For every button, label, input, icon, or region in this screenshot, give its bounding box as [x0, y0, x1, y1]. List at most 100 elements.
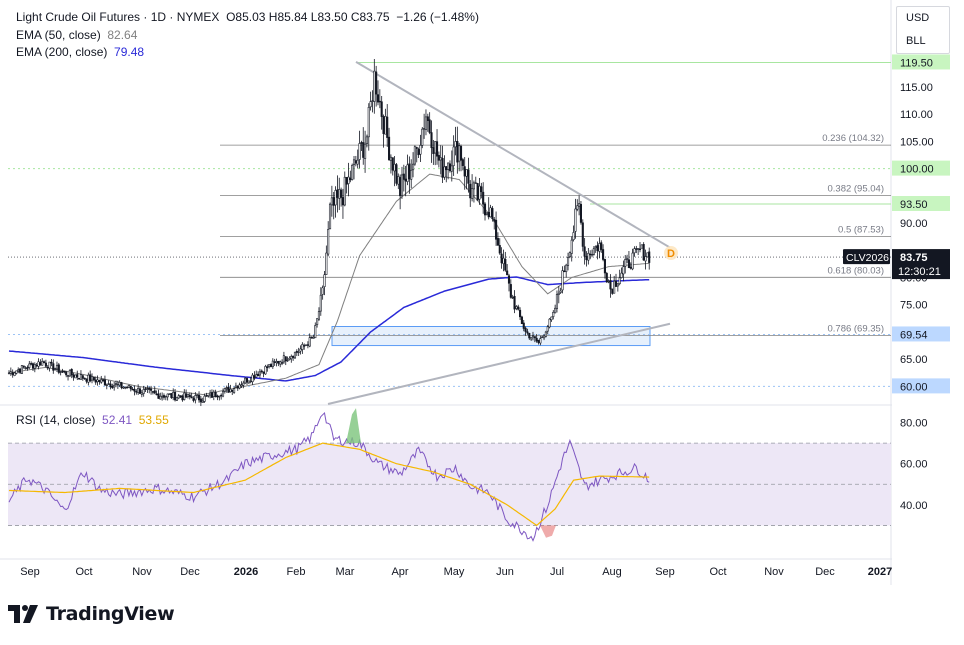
candle-up	[288, 357, 291, 360]
candle-down	[524, 327, 527, 332]
candle-down	[197, 394, 201, 401]
candle-down	[602, 249, 605, 260]
candle-down	[408, 163, 411, 180]
candle-down	[44, 362, 47, 367]
candle-down	[57, 364, 60, 373]
candle-up	[447, 162, 450, 170]
candle-up	[249, 380, 252, 383]
candle-up	[622, 266, 625, 275]
candle-down	[103, 379, 106, 386]
candle-up	[485, 212, 488, 215]
support-trendline	[327, 322, 671, 405]
ema50-legend: EMA (50, close) 82.64	[16, 28, 137, 42]
tradingview-logo[interactable]: TradingView	[8, 601, 175, 627]
candle-up	[54, 368, 57, 370]
candle-up	[7, 372, 11, 374]
candle-down	[210, 392, 213, 398]
candle-up	[365, 136, 368, 144]
candle-down	[426, 116, 429, 121]
candle-up	[542, 335, 546, 339]
candle-up	[242, 382, 245, 386]
candle-down	[437, 155, 440, 161]
d-marker-label: D	[667, 248, 675, 260]
candle-down	[303, 345, 306, 347]
candle-down	[50, 361, 53, 364]
candle-down	[435, 141, 439, 157]
candle-down	[89, 374, 92, 382]
candle-down	[148, 387, 151, 390]
time-tick-label: 2026	[234, 566, 258, 578]
candle-up	[166, 393, 169, 398]
candle-up	[328, 203, 332, 230]
candle-up	[146, 388, 149, 390]
candle-down	[404, 178, 407, 182]
candle-up	[570, 239, 573, 254]
candle-up	[218, 395, 221, 398]
candle-down	[157, 393, 160, 399]
currency-bll[interactable]: BLL	[906, 35, 926, 47]
brand-name: TradingView	[46, 603, 175, 625]
candle-down	[491, 208, 494, 220]
level-badge-label: 93.50	[900, 199, 928, 211]
candle-down	[375, 71, 378, 95]
candle-down	[349, 177, 352, 181]
rsi-oversold-fill	[540, 525, 556, 538]
candle-down	[120, 382, 123, 388]
candle-down	[284, 356, 287, 362]
candle-up	[105, 384, 108, 387]
candle-down	[78, 377, 81, 380]
candle-up	[286, 359, 289, 362]
candle-up	[561, 270, 564, 291]
candle-down	[395, 164, 398, 184]
candle-up	[201, 400, 204, 403]
candle-up	[41, 361, 44, 366]
candle-up	[515, 306, 518, 309]
candle-down	[231, 389, 234, 392]
candle-up	[458, 145, 461, 162]
candle-up	[590, 254, 594, 256]
candle-down	[583, 246, 586, 257]
candle-up	[107, 383, 110, 385]
support-zone	[331, 326, 651, 347]
candle-up	[321, 287, 324, 295]
candle-up	[74, 374, 77, 379]
candle-up	[539, 338, 542, 344]
candle-up	[578, 203, 581, 207]
candle-down	[102, 379, 105, 382]
candle-up	[352, 159, 356, 165]
price-tick-label: 105.00	[900, 136, 934, 148]
candle-up	[489, 207, 492, 218]
candle-up	[59, 371, 62, 373]
level-badge-label: 100.00	[900, 164, 934, 176]
candle-down	[430, 132, 433, 149]
candle-down	[30, 363, 33, 365]
candle-up	[413, 146, 416, 165]
candle-up	[616, 283, 619, 287]
axes: 115.00 110.00 105.00 90.00 80.00 75.00 65.00 11…	[20, 54, 950, 578]
candle-up	[212, 391, 215, 397]
candle-up	[221, 390, 225, 397]
candle-down	[138, 388, 142, 394]
candle-up	[223, 388, 226, 392]
time-tick-label: Aug	[602, 566, 622, 578]
time-tick-label: Dec	[815, 566, 835, 578]
candle-up	[592, 248, 595, 255]
candle-up	[118, 381, 121, 386]
candle-down	[65, 371, 68, 376]
candle-up	[297, 351, 300, 354]
level-badge	[892, 54, 950, 70]
candle-up	[626, 258, 629, 260]
price-tick-label: 75.00	[900, 300, 928, 312]
candle-down	[432, 147, 435, 154]
currency-usd[interactable]: USD	[906, 12, 930, 24]
candle-up	[454, 141, 457, 148]
candle-up	[17, 369, 20, 372]
candle-down	[362, 142, 365, 158]
candle-down	[94, 379, 97, 383]
candle-up	[546, 326, 549, 332]
candle-down	[535, 337, 538, 342]
candle-down	[199, 398, 202, 403]
candle-down	[496, 238, 499, 246]
candle-up	[161, 395, 164, 398]
